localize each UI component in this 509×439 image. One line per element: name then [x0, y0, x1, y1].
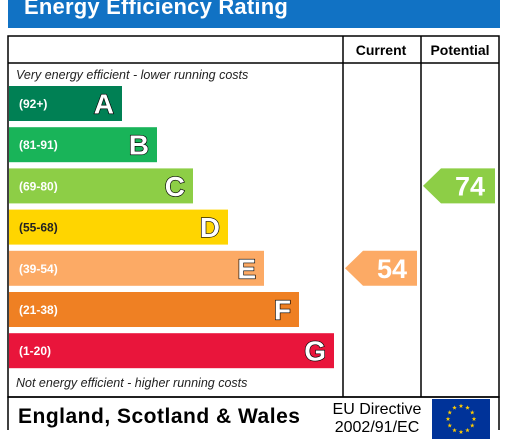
- eu-star-icon: [471, 416, 477, 421]
- band-letter-d: D: [200, 212, 220, 243]
- rating-bands: (92+) A (81-91) B (69-80) C (55-68) D (39-54) E (2…: [9, 86, 334, 369]
- footer-country: England, Scotland & Wales: [18, 405, 301, 428]
- top-note: Very energy efficient - lower running co…: [16, 68, 248, 82]
- band-range-a: (92+): [19, 97, 47, 111]
- directive-line-1: EU Directive: [332, 401, 422, 418]
- eu-star-icon: [469, 423, 475, 428]
- eu-flag-icon: [432, 399, 490, 439]
- band-bar-b: [9, 127, 157, 163]
- directive-line-2: 2002/91/EC: [334, 419, 420, 436]
- band-bar-f: [9, 292, 299, 327]
- band-letter-g: G: [304, 336, 326, 367]
- band-bar-g: [9, 333, 334, 369]
- eu-star-icon: [447, 423, 453, 428]
- band-bar-e: [9, 250, 264, 286]
- eu-star-icon: [458, 403, 464, 408]
- band-range-c: (69-80): [19, 179, 58, 193]
- eu-star-icon: [465, 405, 470, 410]
- band-letter-e: E: [237, 253, 256, 284]
- current-rating-value: 54: [377, 254, 407, 284]
- band-letter-c: C: [165, 171, 185, 202]
- band-range-f: (21-38): [19, 303, 58, 317]
- current-rating-arrow: [345, 250, 417, 286]
- current-column-header: Current: [356, 42, 407, 58]
- band-range-e: (39-54): [19, 262, 58, 276]
- footer-directive: EU Directive 2002/91/EC: [326, 401, 428, 437]
- chart-title: Energy Efficiency Rating: [24, 0, 288, 19]
- band-letter-a: A: [94, 89, 114, 120]
- band-letter-f: F: [274, 295, 291, 326]
- band-bar-d: [9, 209, 228, 245]
- potential-column-header: Potential: [430, 42, 489, 58]
- eu-star-icon: [445, 416, 451, 421]
- band-letter-b: B: [129, 130, 149, 161]
- band-bar-c: [9, 168, 193, 204]
- potential-rating-arrow: [423, 168, 495, 204]
- bottom-note: Not energy efficient - higher running co…: [16, 376, 247, 390]
- eu-star-icon: [447, 410, 453, 415]
- rating-chart: Current Potential Very energy efficient …: [7, 35, 500, 430]
- band-range-d: (55-68): [19, 221, 58, 235]
- eu-star-icon: [452, 405, 457, 410]
- band-range-b: (81-91): [19, 138, 58, 152]
- band-range-g: (1-20): [19, 344, 51, 358]
- band-bar-a: [9, 86, 122, 121]
- potential-rating-value: 74: [455, 171, 485, 201]
- eu-star-icon: [469, 410, 475, 415]
- title-bar: Energy Efficiency Rating: [8, 0, 500, 28]
- footer-frame: [7, 396, 500, 430]
- rating-markers: 54 74: [345, 168, 495, 286]
